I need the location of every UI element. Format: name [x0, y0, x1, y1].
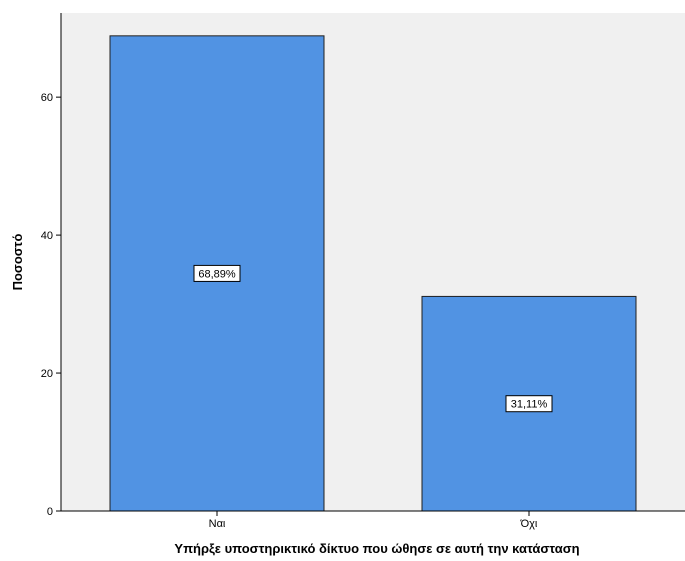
data-label-2: 31,11%: [511, 399, 548, 411]
x-tick-label-2: Όχι: [520, 518, 538, 530]
x-axis-title: Υπήρξε υποστηρικτικό δίκτυο που ώθησε σε…: [174, 541, 579, 556]
x-tick-label-1: Ναι: [209, 518, 226, 530]
data-label-box-1: [193, 264, 241, 282]
y-tick-label-0: 0: [47, 506, 53, 518]
y-axis-title: Ποσοστό: [10, 234, 25, 291]
y-tick-label-40: 40: [41, 230, 53, 242]
data-label-box-2: [505, 395, 553, 413]
y-tick-label-20: 20: [41, 368, 53, 380]
y-tick-label-60: 60: [41, 92, 53, 104]
data-label-1: 68,89%: [198, 268, 236, 280]
